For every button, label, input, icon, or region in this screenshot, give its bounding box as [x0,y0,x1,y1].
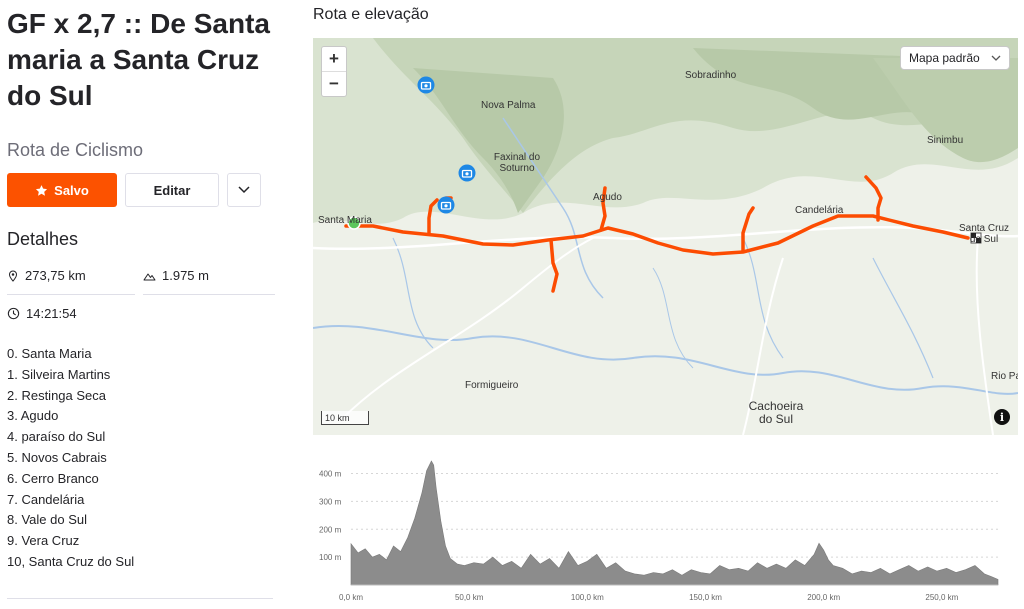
mountain-icon [143,273,156,280]
saved-button-label: Salvo [54,182,89,198]
section-divider [7,598,273,599]
list-item: 2. Restinga Seca [7,387,107,403]
map-label-sinimbu: Sinimbu [927,135,964,146]
route-type: Rota de Ciclismo [7,140,144,160]
x-tick-label: 200,0 km [807,593,840,602]
elevation-value: 1.975 m [162,268,209,283]
x-tick-label: 100,0 km [571,593,604,602]
camera-icon[interactable] [417,76,435,94]
route-map[interactable]: Sobradinho Nova Palma Faxinal do Soturno… [313,38,1018,435]
zoom-out-button[interactable]: − [329,74,339,93]
route-stages-list: 0. Santa Maria 1. Silveira Martins 2. Re… [7,344,134,573]
map-label-sobradinho: Sobradinho [685,70,737,81]
stat-divider [7,294,135,295]
action-buttons: Salvo Editar [7,173,287,207]
list-item: 8. Vale do Sul [7,512,87,528]
route-details-panel: GF x 2,7 :: De Santa maria a Santa Cruz … [7,0,287,604]
route-title: GF x 2,7 :: De Santa maria a Santa Cruz … [7,8,270,111]
saved-button[interactable]: Salvo [7,173,117,207]
x-tick-label: 0,0 km [339,593,363,602]
stat-divider [143,294,275,295]
y-tick-label: 100 m [319,553,342,562]
zoom-in-button[interactable]: + [329,49,339,68]
location-pin-icon [8,269,18,282]
list-item: 4. paraíso do Sul [7,429,106,445]
list-item: 9. Vera Cruz [7,533,80,549]
camera-icon[interactable] [437,196,455,214]
edit-button[interactable]: Editar [125,173,219,207]
route-line [344,175,970,293]
time-value: 14:21:54 [26,306,77,321]
map-label-cachoeira-do-sul: Cachoeira do Sul [748,399,804,426]
list-item: 5. Novos Cabrais [7,449,107,465]
x-tick-label: 250,0 km [925,593,958,602]
map-canvas[interactable] [313,38,1018,435]
info-icon[interactable]: i [994,409,1010,425]
map-scale-bar: 10 km [321,411,369,425]
elevation-chart[interactable]: 100 m 200 m 300 m 400 m 0,0 km 50,0 km 100,0 k… [313,442,1018,604]
zoom-divider [322,71,346,72]
map-label-agudo: Agudo [593,192,622,203]
chevron-down-icon [238,186,250,194]
list-item: 0. Santa Maria [7,346,92,361]
time-stat: 14:21:54 [7,306,77,321]
star-icon [36,184,48,196]
list-item: 1. Silveira Martins [7,366,111,382]
y-tick-label: 300 m [319,497,342,506]
route-stats: 273,75 km 1.975 m 14:21:54 [7,260,275,346]
distance-value: 273,75 km [25,268,86,283]
finish-flag-icon[interactable] [970,232,982,244]
list-item: 7. Candelária [7,491,85,507]
map-label-santa-maria: Santa Maria [318,215,372,226]
map-label-faxinal-do-soturno: Faxinal do Soturno [493,152,541,174]
clock-icon [7,307,20,320]
elevation-stat: 1.975 m [143,268,209,283]
y-tick-label: 400 m [319,470,342,479]
chevron-down-icon [991,55,1001,61]
map-label-santa-cruz-do-sul: Santa Cruz do Sul [958,223,1010,245]
distance-stat: 273,75 km [7,268,86,283]
map-heading: Rota e elevação [313,6,429,23]
map-style-select[interactable]: Mapa padrão [900,46,1010,70]
start-marker[interactable] [347,216,361,230]
list-item: 10, Santa Cruz do Sul [7,553,135,569]
zoom-controls: + − [321,46,347,97]
map-label-nova-palma: Nova Palma [481,100,536,111]
x-tick-label: 150,0 km [689,593,722,602]
more-options-button[interactable] [227,173,261,207]
list-item: 6. Cerro Branco [7,470,99,486]
elevation-profile[interactable]: 100 m 200 m 300 m 400 m 0,0 km 50,0 km 100,0 k… [313,442,1018,604]
map-style-value: Mapa padrão [909,51,980,65]
details-heading: Detalhes [7,229,79,249]
y-tick-label: 200 m [319,525,342,534]
list-item: 3. Agudo [7,408,59,424]
map-label-formigueiro: Formigueiro [465,380,519,391]
map-label-candelaria: Candelária [795,205,844,216]
map-label-rio-pardo: Rio Pa [991,371,1018,382]
elevation-area [350,460,999,586]
camera-icon[interactable] [458,164,476,182]
x-tick-label: 50,0 km [455,593,484,602]
